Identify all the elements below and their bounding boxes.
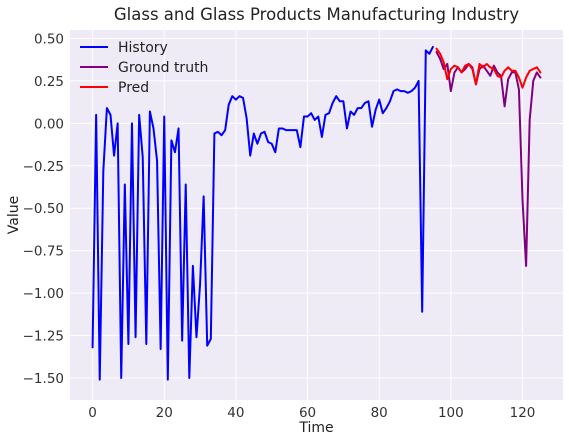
y-tick-label: −1.50 bbox=[23, 371, 64, 387]
x-tick-label: 0 bbox=[88, 405, 97, 421]
y-tick-label: 0.00 bbox=[34, 116, 64, 132]
legend-label: Pred bbox=[118, 80, 149, 96]
x-tick-label: 40 bbox=[227, 405, 244, 421]
legend: History Ground truth Pred bbox=[80, 40, 208, 96]
grid bbox=[70, 30, 563, 400]
chart-title: Glass and Glass Products Manufacturing I… bbox=[114, 5, 519, 24]
legend-label: History bbox=[118, 40, 168, 56]
y-axis-label: Value bbox=[6, 196, 22, 234]
y-tick-label: 0.50 bbox=[34, 31, 64, 47]
legend-label: Ground truth bbox=[118, 60, 208, 76]
x-axis-ticks: 0 20 40 60 80 100 120 bbox=[88, 405, 535, 421]
series-line-pred bbox=[435, 47, 542, 89]
y-tick-label: −0.75 bbox=[23, 244, 64, 260]
x-tick-label: 120 bbox=[510, 405, 536, 421]
y-tick-label: −1.25 bbox=[23, 329, 64, 345]
series-lines bbox=[91, 45, 542, 381]
plot-area bbox=[70, 30, 563, 400]
x-axis-label: Time bbox=[298, 420, 333, 436]
y-tick-label: −0.25 bbox=[23, 159, 64, 175]
y-axis-ticks: −1.50 −1.25 −1.00 −0.75 −0.50 −0.25 0.00 0.25 0.… bbox=[23, 31, 64, 386]
x-tick-label: 80 bbox=[371, 405, 388, 421]
y-tick-label: −1.00 bbox=[23, 286, 64, 302]
series-line-history bbox=[91, 45, 434, 381]
series-line-ground-truth bbox=[435, 51, 542, 267]
x-tick-label: 100 bbox=[438, 405, 464, 421]
x-tick-label: 20 bbox=[156, 405, 173, 421]
y-tick-label: −0.50 bbox=[23, 201, 64, 217]
x-tick-label: 60 bbox=[299, 405, 316, 421]
y-tick-label: 0.25 bbox=[34, 74, 64, 90]
